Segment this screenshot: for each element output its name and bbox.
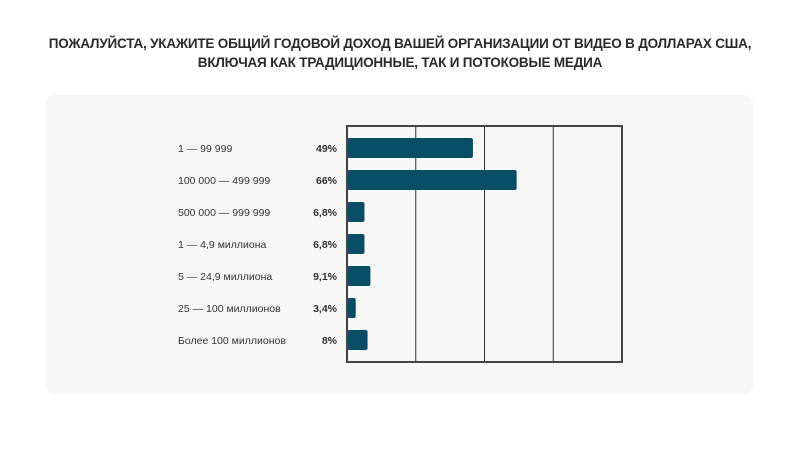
value-label: 49% <box>316 143 338 155</box>
category-label: 25 — 100 миллионов <box>178 303 281 315</box>
category-label: Более 100 миллионов <box>178 335 286 347</box>
bar <box>347 170 517 190</box>
bar <box>347 330 368 350</box>
bar <box>347 202 365 222</box>
chart-title-line-2: ВКЛЮЧАЯ КАК ТРАДИЦИОННЫЕ, ТАК И ПОТОКОВЫ… <box>197 55 603 70</box>
value-label: 3,4% <box>313 303 338 315</box>
value-label: 66% <box>316 175 338 187</box>
category-label: 500 000 — 999 999 <box>178 207 270 219</box>
value-label: 6,8% <box>313 207 338 219</box>
chart-title-line-1: ПОЖАЛУЙСТА, УКАЖИТЕ ОБЩИЙ ГОДОВОЙ ДОХОД … <box>48 36 752 51</box>
bar <box>347 266 371 286</box>
bar <box>347 138 473 158</box>
category-label: 100 000 — 499 999 <box>178 175 270 187</box>
bar <box>347 298 356 318</box>
value-label: 8% <box>322 335 338 347</box>
value-label: 9,1% <box>313 271 338 283</box>
category-label: 1 — 99 999 <box>178 143 232 155</box>
value-label: 6,8% <box>313 239 338 251</box>
category-label: 5 — 24,9 миллиона <box>178 271 272 283</box>
plot-frame <box>346 125 623 363</box>
bar <box>347 234 365 254</box>
category-label: 1 — 4,9 миллиона <box>178 239 267 251</box>
chart-title: ПОЖАЛУЙСТА, УКАЖИТЕ ОБЩИЙ ГОДОВОЙ ДОХОД … <box>0 34 800 72</box>
